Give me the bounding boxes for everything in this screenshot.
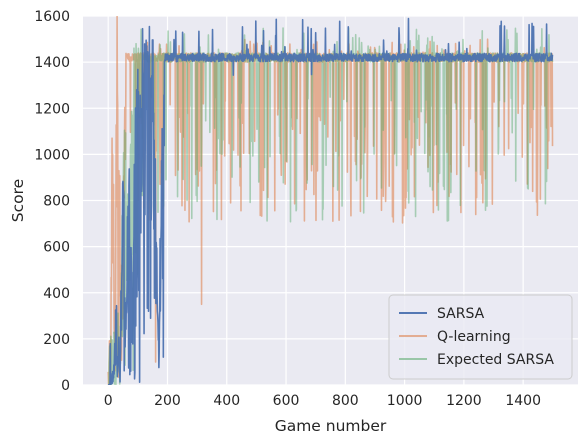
x-tick-label: 1000 [387,393,423,409]
x-tick-label: 200 [154,393,181,409]
x-ticks: 0 200 400 600 800 1000 1200 1400 [104,393,541,409]
y-ticks: 0 200 400 600 800 1000 1200 1400 1600 [34,9,70,394]
x-tick-label: 1200 [446,393,482,409]
legend: SARSA Q-learning Expected SARSA [388,294,573,380]
x-tick-label: 800 [332,393,359,409]
legend-label: Q-learning [437,329,511,345]
y-tick-label: 800 [43,194,70,210]
y-tick-label: 1000 [34,147,70,163]
y-tick-label: 200 [43,332,70,348]
x-tick-label: 1400 [505,393,541,409]
legend-label: SARSA [437,306,485,322]
legend-label: Expected SARSA [437,352,554,368]
x-tick-label: 400 [213,393,240,409]
x-axis-label: Game number [275,417,387,435]
y-tick-label: 1400 [34,55,70,71]
series-lines [107,16,554,385]
y-tick-label: 600 [43,240,70,256]
y-tick-label: 1200 [34,101,70,117]
y-tick-label: 400 [43,286,70,302]
series-line-sarsa [107,17,554,385]
legend-box [388,294,573,380]
y-tick-label: 1600 [34,9,70,25]
y-tick-label: 0 [61,378,70,394]
y-axis-label: Score [9,179,27,222]
x-tick-label: 0 [104,393,113,409]
x-tick-label: 600 [273,393,300,409]
